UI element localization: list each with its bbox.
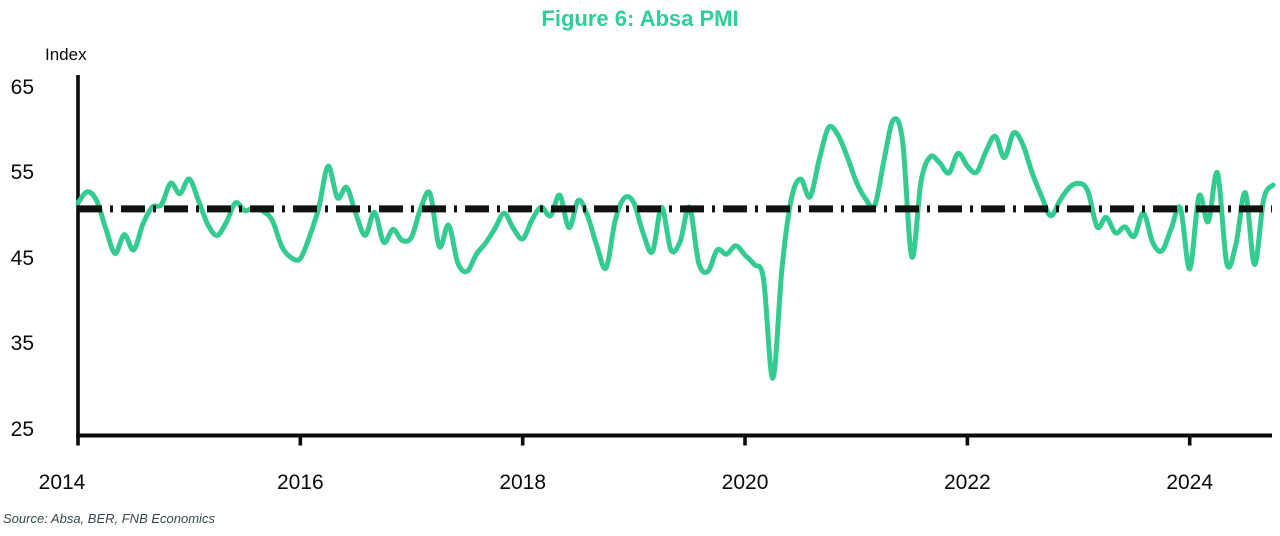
x-tick-label: 2022 bbox=[944, 471, 991, 494]
x-tick-label: 2014 bbox=[38, 471, 86, 494]
x-tick-label: 2016 bbox=[276, 471, 324, 494]
x-tick-label: 2020 bbox=[721, 471, 769, 494]
y-tick-label: 55 bbox=[10, 161, 34, 184]
chart-title: Figure 6: Absa PMI bbox=[541, 6, 739, 31]
pmi-series-line bbox=[75, 116, 1276, 381]
y-tick-label: 35 bbox=[10, 332, 34, 355]
x-tick-label: 2018 bbox=[499, 471, 547, 494]
x-tick-label: 2024 bbox=[1166, 471, 1214, 494]
source-note: Source: Absa, BER, FNB Economics bbox=[3, 511, 215, 526]
y-tick-label: 45 bbox=[10, 246, 34, 270]
y-tick-label: 25 bbox=[10, 417, 34, 441]
y-tick-label: 65 bbox=[10, 75, 34, 99]
y-axis-title: Index bbox=[45, 45, 87, 64]
